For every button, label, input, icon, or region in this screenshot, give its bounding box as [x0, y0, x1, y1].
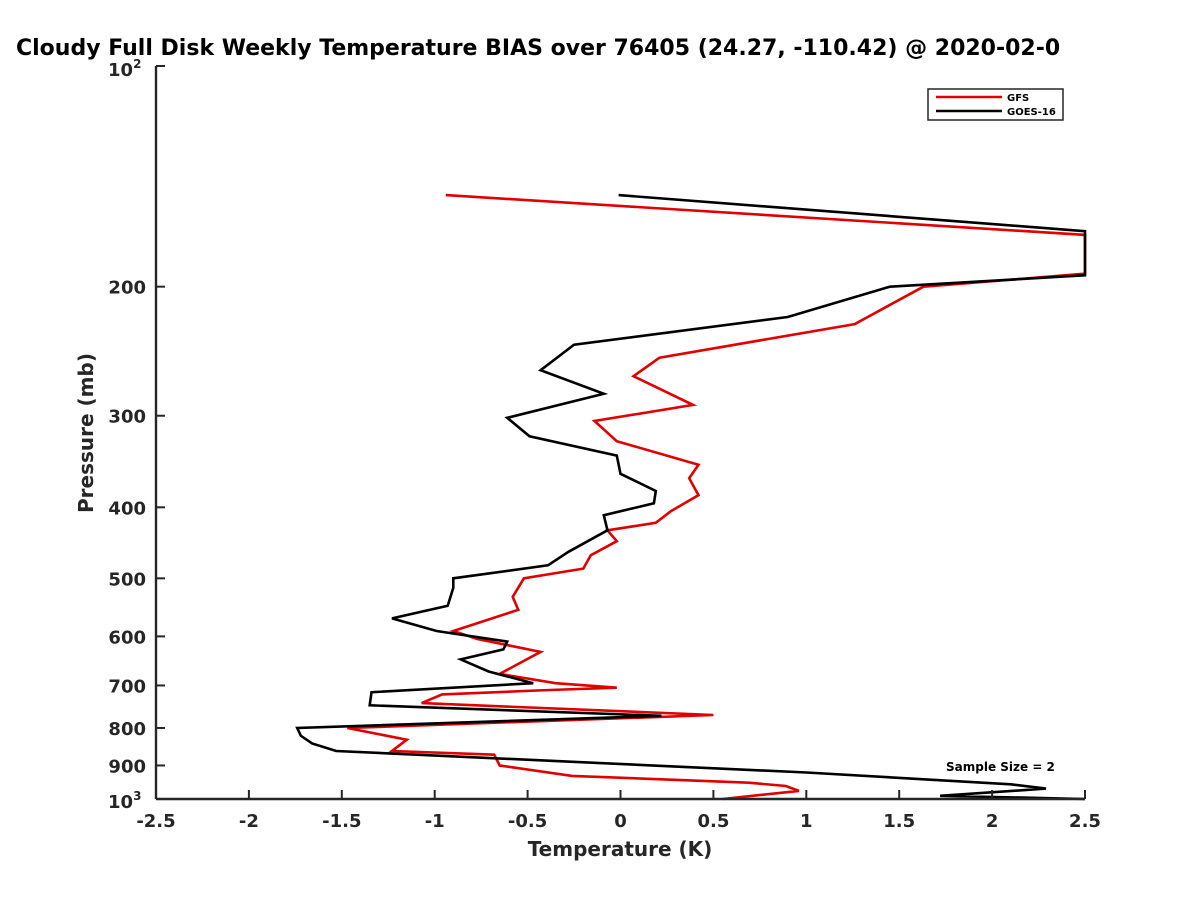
x-tick-label: -1.5	[322, 811, 361, 832]
series-line-goes-16	[295, 193, 1087, 801]
y-ticks: 200 300 400 500 600 700 800 900	[108, 65, 165, 800]
x-tick-label: -2.5	[136, 811, 175, 832]
series-layer	[295, 193, 1087, 801]
y-axis-label: Pressure (mb)	[74, 353, 98, 513]
x-tick-label: 2.5	[1069, 811, 1101, 832]
x-tick-label: 0.5	[697, 811, 729, 832]
y-tick-label: 700	[108, 676, 146, 697]
x-ticks: -2.5 -2 -1.5 -1 -0.5 0 0.5 1 1.5 2 2.5	[136, 790, 1101, 832]
x-tick-label: 0	[614, 811, 627, 832]
x-axis-label: Temperature (K)	[528, 837, 713, 861]
y-tick-label: 900	[108, 756, 146, 777]
x-tick-label: -1	[425, 811, 445, 832]
sample-size-annotation: Sample Size = 2	[946, 760, 1055, 774]
x-tick-label: 1.5	[883, 811, 915, 832]
legend-label-goes16: GOES-16	[1007, 107, 1056, 118]
x-tick-label: -2	[239, 811, 259, 832]
y-tick-label-top: 102	[108, 57, 141, 81]
y-tick-label-bottom: 103	[108, 789, 141, 813]
chart-title: Cloudy Full Disk Weekly Temperature BIAS…	[16, 36, 1060, 61]
legend: GFS GOES-16	[927, 88, 1064, 121]
x-tick-label: -0.5	[508, 811, 547, 832]
legend-box	[927, 88, 1064, 121]
y-tick-label: 800	[108, 719, 146, 740]
y-tick-label: 300	[108, 407, 146, 428]
y-tick-label: 400	[108, 498, 146, 519]
y-tick-label: 200	[108, 278, 146, 299]
y-tick-label: 600	[108, 627, 146, 648]
series-line-gfs	[347, 193, 1087, 801]
x-tick-label: 2	[986, 811, 999, 832]
x-tick-label: 1	[800, 811, 813, 832]
legend-label-gfs: GFS	[1007, 93, 1029, 104]
y-tick-label: 500	[108, 569, 146, 590]
